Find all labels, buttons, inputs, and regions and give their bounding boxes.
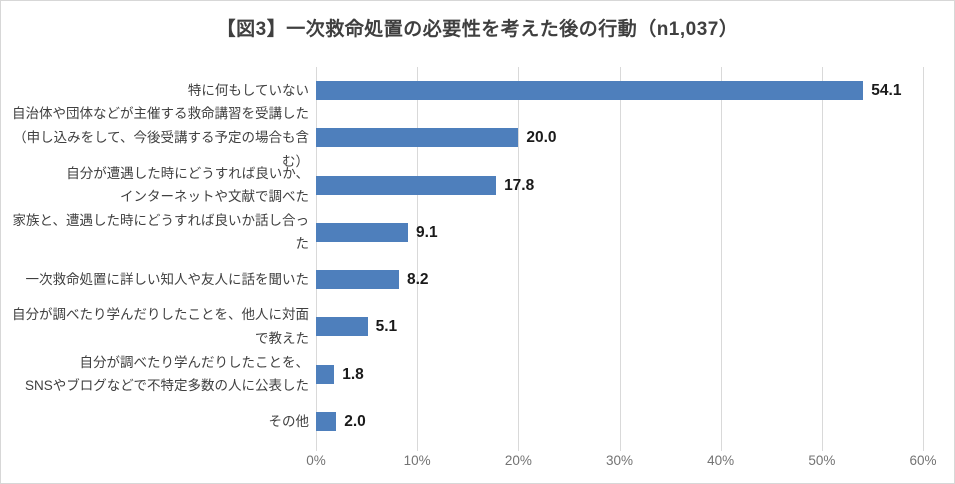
gridline (316, 67, 317, 451)
gridline (619, 67, 621, 451)
value-label: 20.0 (526, 129, 557, 147)
bar (316, 411, 337, 431)
x-axis: 0% 10% 20% 30% 40% 50% 60% (306, 453, 936, 473)
bar-row: 5.1 (316, 317, 923, 337)
value-label: 2.0 (344, 412, 366, 430)
category-label: 一次救命処置に詳しい知人や友人に話を聞いた (25, 271, 310, 287)
bar-row: 2.0 (316, 411, 923, 431)
bar-row: 54.1 (316, 81, 923, 101)
gridline (518, 67, 520, 451)
bar (316, 270, 399, 290)
category-label: 自分が遭遇した時にどうすれば良いか、 インターネットや文献で調べた (66, 165, 309, 205)
gridline (923, 67, 924, 451)
category-label: 家族と、遭遇した時にどうすれば良いか話し合った (12, 212, 309, 252)
plot-area: 54.1 20.0 17.8 9.1 8.2 5.1 1.8 2.0 (316, 67, 924, 451)
value-label: 54.1 (871, 82, 902, 100)
category-axis: 特に何もしていない自治体や団体などが主催する救命講習を受講した （申し込みをして… (7, 67, 309, 445)
bar-row: 20.0 (316, 128, 923, 148)
bar (316, 128, 519, 148)
x-tick-label: 10% (403, 453, 431, 468)
x-tick-label: 20% (504, 453, 532, 468)
gridline (417, 67, 419, 451)
chart-title: 【図3】一次救命処置の必要性を考えた後の行動（n1,037） (216, 19, 739, 40)
value-label: 9.1 (416, 223, 438, 241)
value-label: 8.2 (406, 271, 429, 289)
bar-row: 8.2 (316, 270, 923, 290)
bar (316, 81, 864, 101)
bar-row: 9.1 (316, 222, 923, 242)
bar-row: 17.8 (316, 175, 923, 195)
bar (316, 222, 409, 242)
x-tick-label: 30% (605, 453, 634, 468)
x-tick-label: 60% (909, 453, 937, 468)
category-label: 自分が調べたり学んだりしたことを、 SNSやブログなどで不特定多数の人に公表した (25, 354, 309, 394)
value-label: 17.8 (504, 176, 535, 194)
category-label: 自治体や団体などが主催する救命講習を受講した （申し込みをして、今後受講する予定… (12, 106, 309, 169)
bar-row: 1.8 (316, 364, 923, 384)
x-tick-label: 50% (808, 453, 836, 468)
bar (316, 317, 368, 337)
x-tick-label: 40% (707, 453, 735, 468)
x-tick-label: 0% (306, 453, 326, 468)
bar (316, 175, 497, 195)
category-label: その他 (268, 413, 310, 429)
category-label: 自分が調べたり学んだりしたことを、他人に対面で教えた (12, 307, 309, 346)
gridline (720, 67, 722, 451)
value-label: 1.8 (342, 365, 364, 383)
category-label: 特に何もしていない (187, 82, 309, 98)
bar (316, 364, 335, 384)
gridline (821, 67, 823, 451)
value-label: 5.1 (375, 318, 398, 336)
